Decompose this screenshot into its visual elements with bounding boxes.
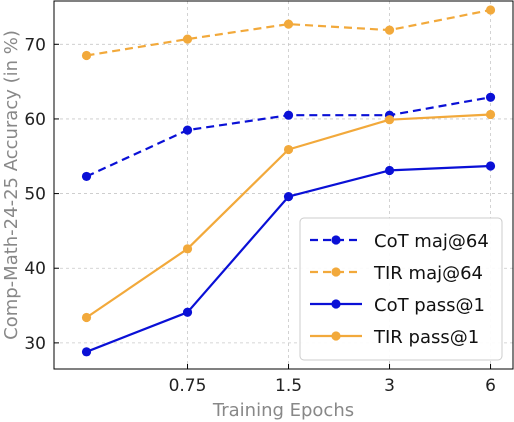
data-point	[485, 5, 496, 15]
data-point	[485, 161, 496, 171]
series-line-1	[86, 8, 491, 57]
data-point	[81, 171, 92, 182]
y-tick-label: 70	[24, 35, 46, 55]
legend-label-1: TIR maj@64	[373, 263, 483, 284]
x-axis-title: Training Epochs	[212, 400, 354, 421]
data-point	[283, 144, 294, 155]
y-tick-label: 30	[24, 334, 46, 354]
data-point	[81, 50, 92, 61]
data-point	[283, 191, 294, 202]
x-tick-label: 3	[384, 376, 395, 396]
legend-marker-3	[331, 331, 341, 341]
data-point	[384, 115, 395, 125]
y-tick-label: 50	[24, 185, 46, 205]
data-point	[182, 34, 193, 44]
plot-frame	[53, 0, 514, 370]
legend-box	[299, 217, 503, 361]
data-point	[182, 125, 193, 135]
y-tick-label: 60	[24, 110, 46, 130]
legend-marker-2	[331, 299, 341, 309]
data-point	[81, 312, 92, 323]
legend-label-2: CoT pass@1	[374, 295, 485, 316]
data-point	[485, 92, 496, 102]
y-tick-label: 40	[24, 259, 46, 279]
data-point	[182, 244, 193, 254]
legend-marker-0	[331, 235, 341, 245]
x-tick-label: 6	[485, 376, 496, 396]
data-point	[485, 109, 496, 120]
data-point	[81, 347, 92, 357]
legend-marker-1	[331, 267, 341, 277]
data-point	[182, 307, 193, 317]
axis-ticks: 0.75 1.5 3 6 30 40 50 60 70	[24, 35, 496, 396]
legend: CoT maj@64 TIR maj@64 CoT pass@1 TIR pass@1	[299, 217, 503, 361]
data-point	[283, 110, 294, 120]
x-tick-label: 1.5	[275, 376, 302, 396]
series-layer	[81, 5, 496, 357]
y-axis-title: Comp-Math-24-25 Accuracy (in %)	[1, 30, 22, 340]
x-tick-label: 0.75	[169, 376, 207, 396]
data-point	[384, 165, 395, 176]
data-point	[283, 19, 294, 29]
data-point	[384, 25, 395, 35]
legend-label-3: TIR pass@1	[373, 327, 479, 348]
legend-label-0: CoT maj@64	[374, 231, 489, 252]
